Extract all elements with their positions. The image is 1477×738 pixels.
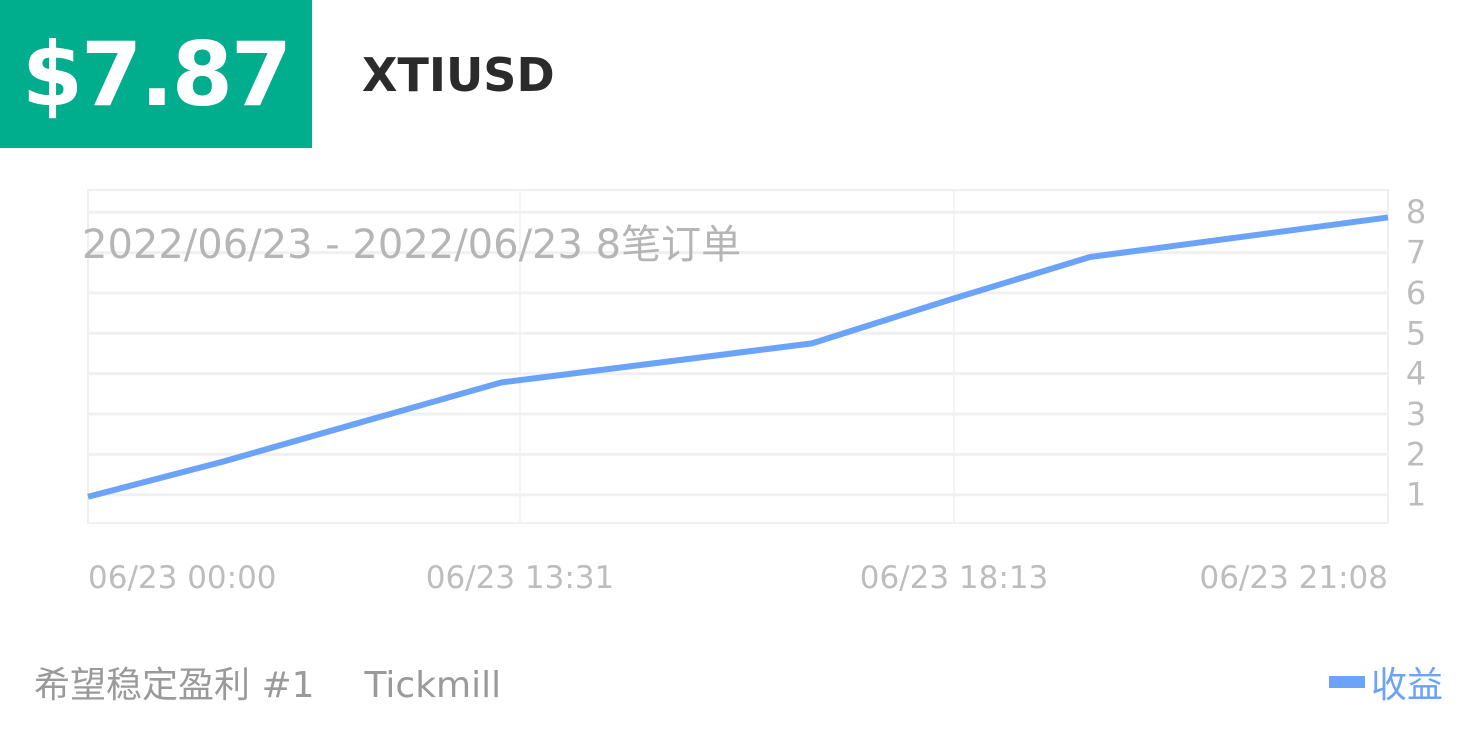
profit-badge: $7.87 <box>0 0 312 148</box>
series-line <box>87 214 1389 500</box>
y-tick-label: 1 <box>1406 476 1426 514</box>
x-tick-label: 06/23 21:08 <box>1199 560 1388 596</box>
y-tick-label: 6 <box>1406 274 1426 312</box>
chart-date-range: 2022/06/23 - 2022/06/23 8笔订单 <box>82 222 742 268</box>
strategy-name: 希望稳定盈利 #1 <box>34 665 315 706</box>
legend-label: 收益 <box>1370 665 1443 706</box>
y-tick-label: 5 <box>1406 314 1426 352</box>
y-tick-label: 2 <box>1406 435 1426 473</box>
y-tick-label: 3 <box>1406 395 1426 433</box>
symbol-title: XTIUSD <box>362 48 555 102</box>
plot-frame <box>87 189 1389 524</box>
legend-swatch <box>1328 676 1365 688</box>
x-tick-label: 06/23 18:13 <box>860 560 1049 596</box>
profit-value: $7.87 <box>21 22 292 126</box>
footer-info: 希望稳定盈利 #1 Tickmill <box>34 656 551 708</box>
broker-name: Tickmill <box>364 665 502 706</box>
y-tick-label: 8 <box>1406 193 1426 231</box>
x-tick-label: 06/23 13:31 <box>426 560 615 596</box>
chart-legend[interactable]: 收益 <box>1328 656 1443 708</box>
y-tick-label: 4 <box>1406 355 1426 393</box>
y-tick-label: 7 <box>1406 234 1426 272</box>
x-tick-label: 06/23 00:00 <box>88 560 277 596</box>
